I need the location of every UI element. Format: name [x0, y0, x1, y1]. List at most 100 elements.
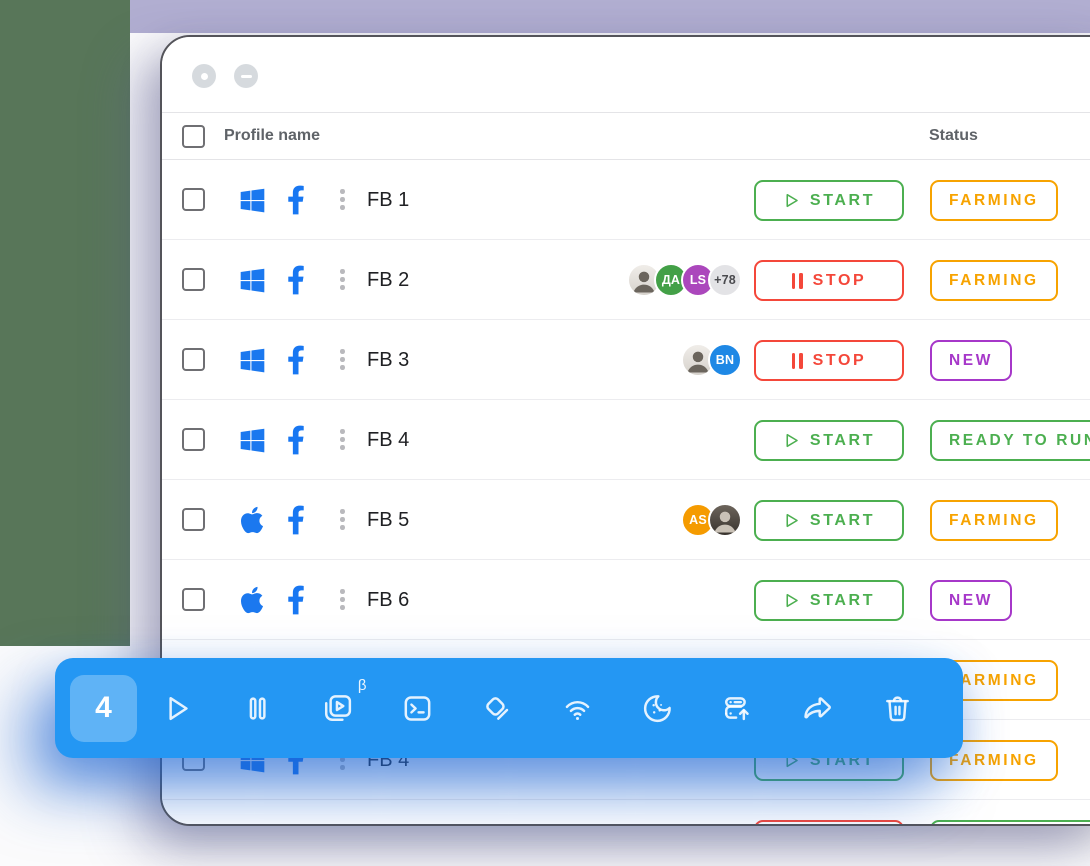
facebook-icon: [282, 585, 310, 615]
dot-icon: [200, 72, 208, 80]
select-all-checkbox[interactable]: [182, 125, 205, 148]
trash-icon: [881, 692, 914, 725]
windows-icon: [238, 186, 266, 214]
avatar-group: AS: [681, 503, 742, 537]
play-icon: [783, 592, 800, 609]
avatar: [681, 823, 715, 824]
proxy-upload-icon: [721, 692, 754, 725]
facebook-icon: [282, 825, 310, 826]
avatar: +78: [708, 263, 742, 297]
background-top-strip: [130, 0, 1090, 33]
start-button[interactable]: START: [754, 420, 904, 461]
avatar: [708, 823, 742, 824]
pause-icon: [241, 692, 274, 725]
terminal-icon: [401, 692, 434, 725]
facebook-icon: [282, 345, 310, 375]
windows-icon: [238, 346, 266, 374]
selected-count-badge: 4: [70, 674, 137, 742]
status-badge: [930, 820, 1090, 824]
pause-icon: [791, 352, 803, 369]
beta-label: β: [357, 676, 367, 694]
status-badge: FARMING: [930, 500, 1058, 541]
toolbar-wifi-button[interactable]: [555, 686, 600, 731]
windows-icon: [238, 426, 266, 454]
status-badge: FARMING: [930, 180, 1058, 221]
status-badge: FARMING: [930, 740, 1058, 781]
action-label: STOP: [812, 271, 867, 289]
profile-name: FB 4: [367, 429, 410, 451]
toolbar-proxy-upload-button[interactable]: [715, 686, 760, 731]
table-row: FB 5 AS START FARMING: [162, 480, 1090, 560]
table-header: Profile name Status: [162, 112, 1090, 160]
play-icon: [783, 432, 800, 449]
row-menu-icon[interactable]: [336, 589, 349, 610]
action-label: START: [809, 511, 876, 529]
profile-name: FB 3: [367, 349, 410, 371]
automation-icon: [321, 692, 354, 725]
row-menu-icon[interactable]: [336, 349, 349, 370]
avatar: [708, 503, 742, 537]
play-icon: [783, 512, 800, 529]
table-row: STOP: [162, 800, 1090, 826]
table-row: FB 6 START NEW: [162, 560, 1090, 640]
windows-icon: [238, 266, 266, 294]
table-row: FB 1 START FARMING: [162, 160, 1090, 240]
table-row: FB 4 START READY TO RUN: [162, 400, 1090, 480]
toolbar-trash-button[interactable]: [875, 686, 920, 731]
status-badge: FARMING: [930, 260, 1058, 301]
action-label: STOP: [812, 351, 867, 369]
start-button[interactable]: START: [754, 180, 904, 221]
share-icon: [801, 692, 834, 725]
table-row: FB 2 ДА LS +78 STOP FARMING: [162, 240, 1090, 320]
action-label: START: [809, 191, 876, 209]
status-badge: READY TO RUN: [930, 420, 1090, 461]
status-header: Status: [929, 127, 978, 144]
window-control-dot-button[interactable]: [192, 64, 216, 88]
stop-button[interactable]: STOP: [754, 820, 904, 824]
profile-name: FB 6: [367, 589, 410, 611]
row-checkbox[interactable]: [182, 428, 205, 451]
app-window: Profile name Status FB 1 START FARMING FB 2…: [160, 35, 1090, 826]
row-checkbox[interactable]: [182, 188, 205, 211]
background-left-panel: [0, 0, 130, 646]
toolbar-share-button[interactable]: [795, 686, 840, 731]
status-badge: NEW: [930, 340, 1012, 381]
row-checkbox[interactable]: [182, 348, 205, 371]
row-menu-icon[interactable]: [336, 509, 349, 530]
apple-icon: [238, 586, 266, 614]
toolbar-play-button[interactable]: [155, 686, 200, 731]
window-minimize-button[interactable]: [234, 64, 258, 88]
profile-name: FB 5: [367, 509, 410, 531]
toolbar-automation-button[interactable]: β: [315, 677, 367, 731]
row-checkbox[interactable]: [182, 508, 205, 531]
tags-icon: [481, 692, 514, 725]
stop-button[interactable]: STOP: [754, 260, 904, 301]
facebook-icon: [282, 505, 310, 535]
row-checkbox[interactable]: [182, 268, 205, 291]
play-icon: [783, 192, 800, 209]
row-menu-icon[interactable]: [336, 269, 349, 290]
toolbar-terminal-button[interactable]: [395, 686, 440, 731]
avatar-group: ДА LS +78: [627, 263, 742, 297]
toolbar-pause-button[interactable]: [235, 686, 280, 731]
cookie-icon: [641, 692, 674, 725]
toolbar-cookie-button[interactable]: [635, 686, 680, 731]
profile-name: FB 1: [367, 189, 410, 211]
bulk-action-toolbar: 4 β: [55, 658, 963, 758]
wifi-icon: [561, 692, 594, 725]
row-menu-icon[interactable]: [336, 429, 349, 450]
action-label: START: [809, 591, 876, 609]
row-checkbox[interactable]: [182, 588, 205, 611]
toolbar-tags-button[interactable]: [475, 686, 520, 731]
row-menu-icon[interactable]: [336, 189, 349, 210]
start-button[interactable]: START: [754, 500, 904, 541]
pause-icon: [791, 272, 803, 289]
toolbar-buttons: β: [137, 677, 937, 731]
avatar-group: BN: [681, 343, 742, 377]
status-badge: NEW: [930, 580, 1012, 621]
stop-button[interactable]: STOP: [754, 340, 904, 381]
profile-name: FB 2: [367, 269, 410, 291]
start-button[interactable]: START: [754, 580, 904, 621]
apple-icon: [238, 506, 266, 534]
avatar: [654, 823, 688, 824]
